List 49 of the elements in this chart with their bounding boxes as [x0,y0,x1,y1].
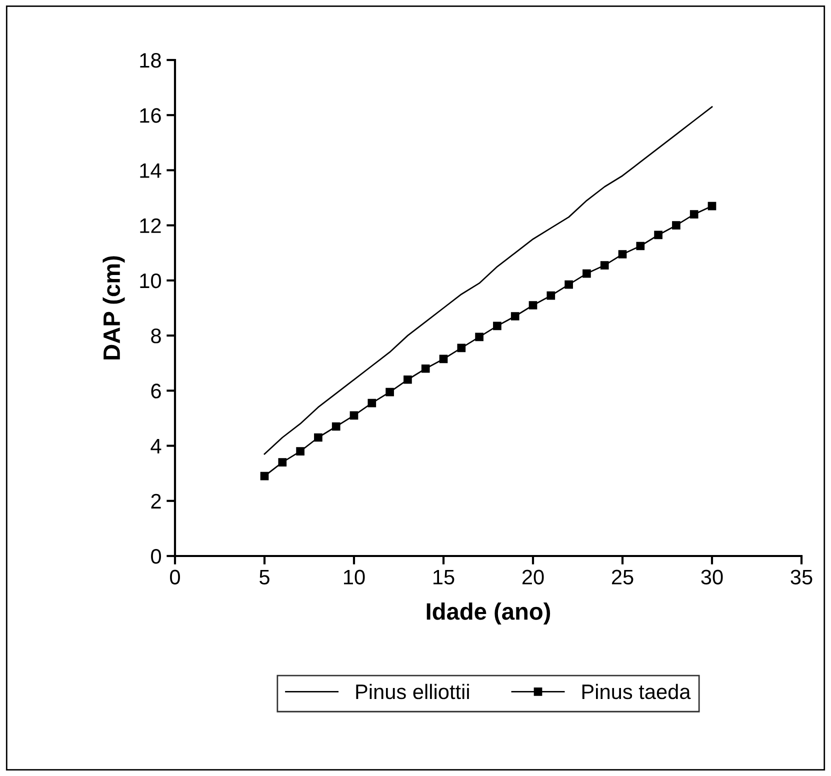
point [368,398,376,408]
y-tick-label: 6 [151,384,161,398]
point [528,301,538,310]
x-tick-label: 5 [260,570,270,584]
point [439,354,448,364]
legend-label: Pinus elliottii [356,684,469,700]
x-tick-label: 10 [344,570,365,584]
x-tick-label: 15 [434,570,454,584]
y-tick-label: 4 [150,438,162,454]
y-tick-label: 8 [151,328,161,344]
point [546,291,556,300]
x-axis-title: Idade (ano) [426,602,550,625]
y-tick-label: 2 [151,494,161,508]
y-axis-title: DAP (cm) [102,256,125,360]
point [600,261,609,270]
point [314,433,322,442]
y-tick-label: 16 [140,108,161,123]
point [493,322,502,330]
point [708,202,716,210]
point [350,411,358,420]
point [582,269,591,278]
y-tick-label: 12 [140,218,161,233]
y-tick-label: 0 [151,549,161,564]
point [654,230,662,240]
y-tick-label: 14 [140,163,162,178]
point [636,242,645,250]
point [386,388,394,396]
x-tick-label: 35 [790,570,812,584]
point [296,447,304,456]
point [690,210,698,218]
point [564,280,573,289]
point [475,332,484,342]
point [332,422,340,431]
line-series [264,106,713,455]
y-tick-label: 18 [140,53,161,68]
point [404,375,412,384]
point [618,250,627,258]
point [278,458,287,466]
point [421,364,430,373]
point [457,344,466,352]
legend-label: Pinus taeda [582,684,691,700]
point [672,221,680,230]
x-tick-label: 25 [612,570,634,584]
x-tick-label: 30 [701,570,723,584]
point [260,472,269,480]
x-tick-label: 0 [170,570,180,584]
y-tick-label: 10 [140,273,161,288]
point [510,312,520,320]
x-tick-label: 20 [522,570,544,584]
